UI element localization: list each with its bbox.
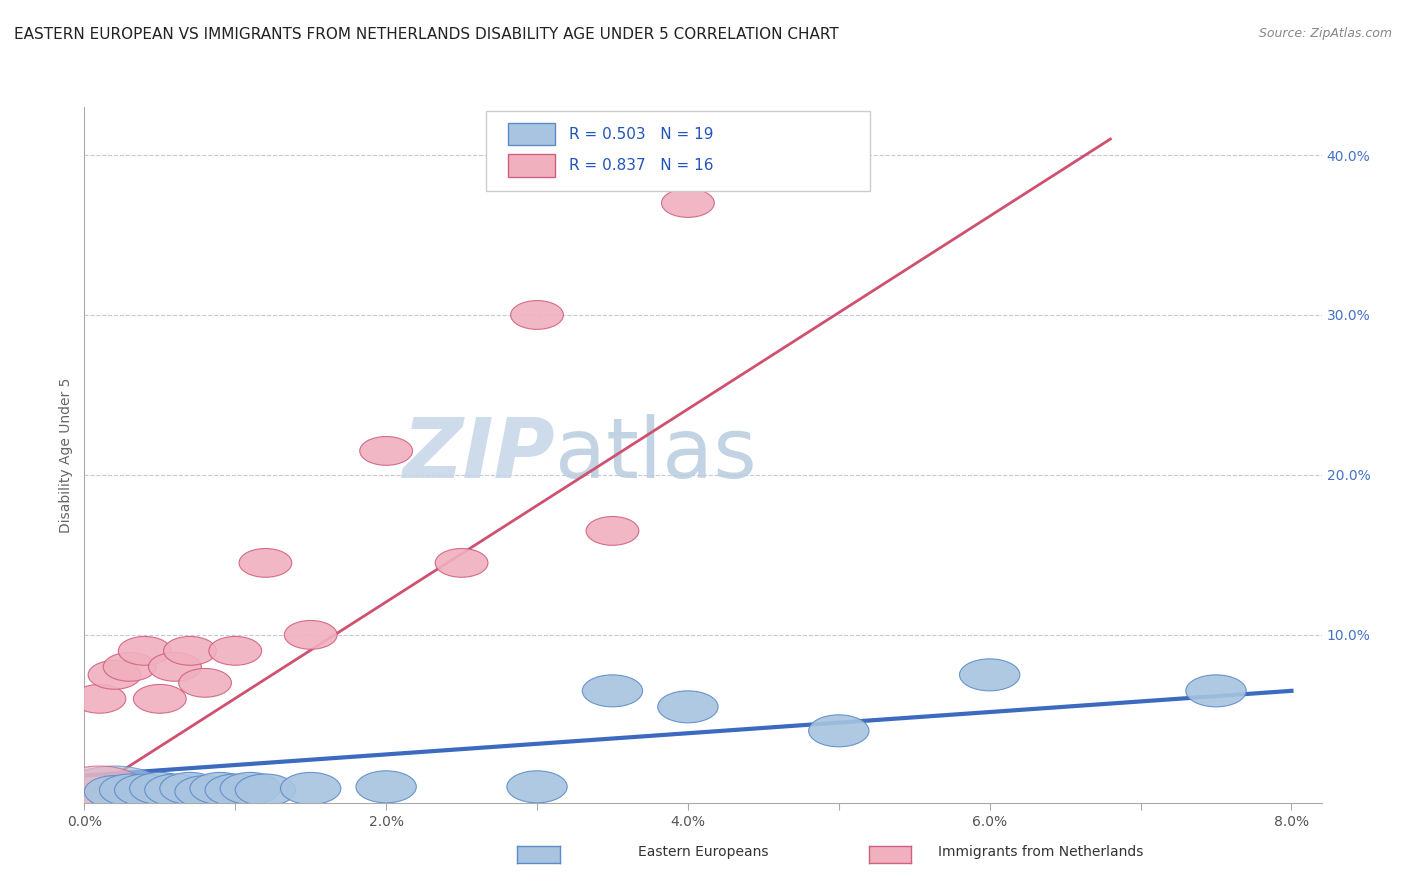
- Ellipse shape: [235, 774, 295, 806]
- Ellipse shape: [1185, 675, 1246, 706]
- Ellipse shape: [89, 660, 141, 690]
- Ellipse shape: [284, 621, 337, 649]
- Ellipse shape: [510, 301, 564, 329]
- Ellipse shape: [73, 684, 127, 714]
- Text: Immigrants from Netherlands: Immigrants from Netherlands: [938, 845, 1143, 859]
- Ellipse shape: [221, 772, 281, 805]
- Text: EASTERN EUROPEAN VS IMMIGRANTS FROM NETHERLANDS DISABILITY AGE UNDER 5 CORRELATI: EASTERN EUROPEAN VS IMMIGRANTS FROM NETH…: [14, 27, 839, 42]
- Ellipse shape: [179, 668, 232, 698]
- Ellipse shape: [209, 637, 262, 665]
- Ellipse shape: [174, 776, 235, 807]
- Ellipse shape: [149, 652, 201, 681]
- Ellipse shape: [506, 771, 567, 803]
- Ellipse shape: [239, 549, 292, 577]
- Ellipse shape: [205, 774, 266, 806]
- Ellipse shape: [62, 766, 167, 817]
- FancyBboxPatch shape: [486, 111, 870, 191]
- Ellipse shape: [103, 652, 156, 681]
- Ellipse shape: [808, 714, 869, 747]
- Ellipse shape: [100, 774, 160, 806]
- FancyBboxPatch shape: [508, 123, 554, 145]
- Text: Eastern Europeans: Eastern Europeans: [638, 845, 768, 859]
- Ellipse shape: [118, 637, 172, 665]
- Ellipse shape: [360, 436, 412, 466]
- Ellipse shape: [114, 774, 174, 806]
- Ellipse shape: [586, 516, 638, 545]
- Text: Source: ZipAtlas.com: Source: ZipAtlas.com: [1258, 27, 1392, 40]
- Ellipse shape: [163, 637, 217, 665]
- Ellipse shape: [661, 188, 714, 218]
- Ellipse shape: [84, 776, 145, 807]
- Ellipse shape: [129, 772, 190, 805]
- Ellipse shape: [145, 774, 205, 806]
- Text: ZIP: ZIP: [402, 415, 554, 495]
- Ellipse shape: [582, 675, 643, 706]
- Ellipse shape: [190, 772, 250, 805]
- Text: R = 0.837   N = 16: R = 0.837 N = 16: [569, 158, 714, 173]
- Text: R = 0.503   N = 19: R = 0.503 N = 19: [569, 127, 714, 142]
- FancyBboxPatch shape: [508, 154, 554, 177]
- Ellipse shape: [134, 684, 186, 714]
- Ellipse shape: [658, 690, 718, 723]
- Ellipse shape: [356, 771, 416, 803]
- Ellipse shape: [436, 549, 488, 577]
- Ellipse shape: [281, 772, 340, 805]
- Ellipse shape: [160, 772, 221, 805]
- Text: atlas: atlas: [554, 415, 756, 495]
- Y-axis label: Disability Age Under 5: Disability Age Under 5: [59, 377, 73, 533]
- Ellipse shape: [55, 766, 145, 811]
- Ellipse shape: [959, 659, 1019, 690]
